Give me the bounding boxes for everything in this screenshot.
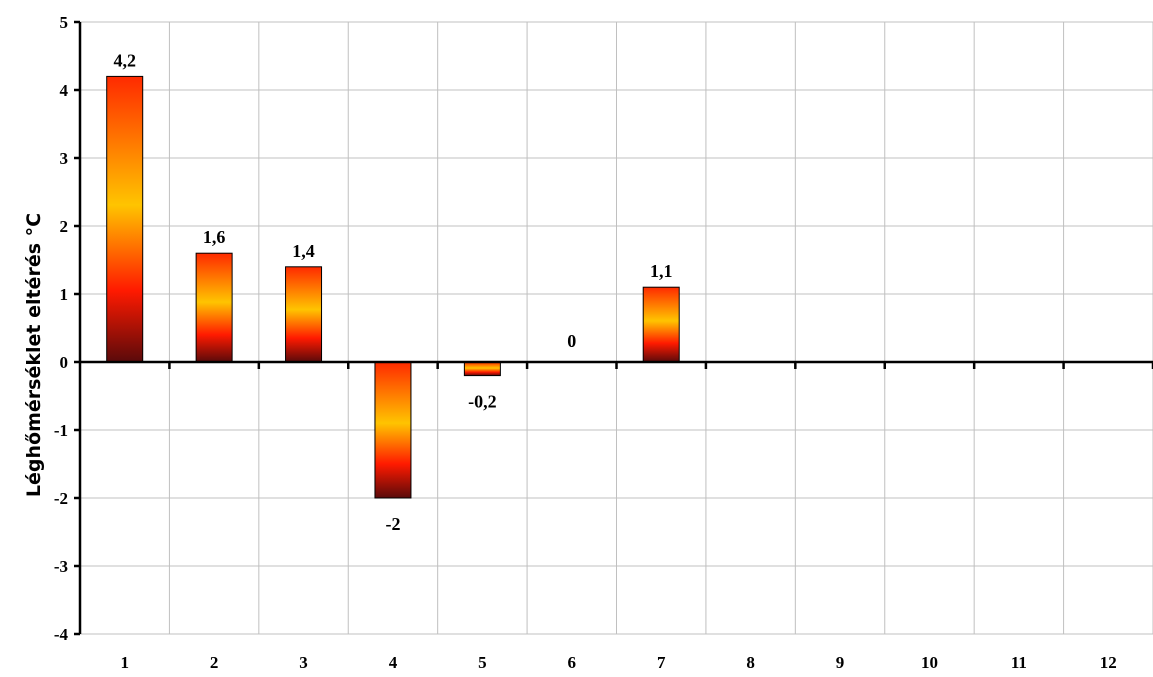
data-label-6: 0 [567,331,576,351]
y-tick-label: 0 [60,353,69,372]
data-label-1: 4,2 [113,50,136,70]
grid-lines [80,21,1153,635]
y-tick-label: -2 [54,489,68,508]
x-tick-label: 5 [478,653,487,672]
bar-1 [106,75,144,363]
y-tick-label: -3 [54,557,68,576]
y-tick-label: -1 [54,421,68,440]
data-label-7: 1,1 [650,261,673,281]
bars [106,75,680,499]
x-tick-label: 7 [657,653,666,672]
x-tick-label: 4 [389,653,398,672]
y-tick-label: 1 [60,285,69,304]
x-tick-label: 11 [1011,653,1027,672]
x-tick-label: 3 [299,653,308,672]
bar-3 [285,266,323,363]
bar-4 [374,361,412,499]
x-tick-label: 12 [1100,653,1117,672]
x-tick-label: 8 [746,653,755,672]
bar-5 [463,361,501,377]
data-label-5: -0,2 [468,392,497,412]
x-tick-label: 1 [120,653,129,672]
y-tick-label: 4 [60,81,69,100]
y-tick-label: 2 [60,217,69,236]
data-label-3: 1,4 [292,241,315,261]
x-tick-label: 2 [210,653,219,672]
y-axis-title: Léghőmérséklet eltérés °C [23,213,45,497]
y-tick-label: 3 [60,149,69,168]
data-label-4: -2 [385,514,400,534]
x-tick-label: 10 [921,653,938,672]
y-tick-label: -4 [54,625,69,644]
bar-2 [195,252,233,363]
bar-7 [642,286,680,363]
data-label-2: 1,6 [203,227,226,247]
x-tick-label: 6 [568,653,577,672]
x-tick-label: 9 [836,653,845,672]
axes [74,20,1153,636]
data-labels: 4,2 1,6 1,4 -2 -0,2 0 1,1 [113,50,672,534]
y-tick-label: 5 [60,13,69,32]
